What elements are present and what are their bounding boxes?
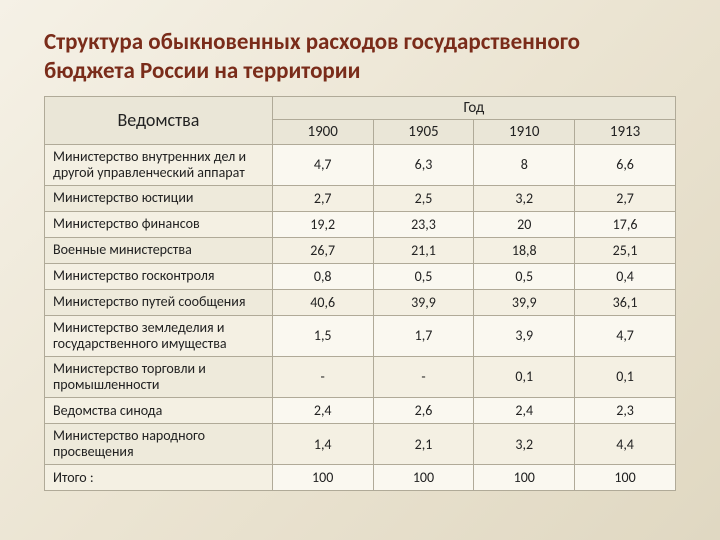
col-header-year: 1905 [373,119,474,144]
value-cell: - [373,356,474,397]
value-cell: 2,1 [373,424,474,465]
budget-table-wrap: Ведомства Год 1900 1905 1910 1913 Минист… [44,96,676,492]
table-row: Министерство юстиции 2,7 2,5 3,2 2,7 [45,185,676,211]
value-cell: 40,6 [272,289,373,315]
table-row: Военные министерства 26,7 21,1 18,8 25,1 [45,237,676,263]
value-cell: 39,9 [373,289,474,315]
value-cell: 3,2 [474,424,575,465]
value-cell: 0,4 [575,263,676,289]
dept-cell: Министерство финансов [45,211,273,237]
table-body: Министерство внутренних дел и другой упр… [45,144,676,491]
table-row: Ведомства синода 2,4 2,6 2,4 2,3 [45,398,676,424]
value-cell: 100 [373,465,474,491]
value-cell: 0,5 [474,263,575,289]
value-cell: 17,6 [575,211,676,237]
value-cell: 4,4 [575,424,676,465]
value-cell: 3,2 [474,185,575,211]
budget-table: Ведомства Год 1900 1905 1910 1913 Минист… [44,96,676,492]
value-cell: 4,7 [272,144,373,185]
value-cell: 2,7 [272,185,373,211]
value-cell: 25,1 [575,237,676,263]
value-cell: 2,5 [373,185,474,211]
value-cell: 2,4 [474,398,575,424]
dept-cell: Министерство торговли и промышленности [45,356,273,397]
value-cell: 19,2 [272,211,373,237]
value-cell: 0,5 [373,263,474,289]
col-header-year-group: Год [272,96,675,119]
value-cell: - [272,356,373,397]
value-cell: 100 [272,465,373,491]
value-cell: 1,5 [272,315,373,356]
table-row: Министерство путей сообщения 40,6 39,9 3… [45,289,676,315]
dept-cell: Итого : [45,465,273,491]
table-row: Министерство народного просвещения 1,4 2… [45,424,676,465]
dept-cell: Министерство внутренних дел и другой упр… [45,144,273,185]
value-cell: 100 [474,465,575,491]
dept-cell: Ведомства синода [45,398,273,424]
value-cell: 39,9 [474,289,575,315]
dept-cell: Министерство госконтроля [45,263,273,289]
value-cell: 0,8 [272,263,373,289]
col-header-year: 1913 [575,119,676,144]
col-header-dept: Ведомства [45,96,273,144]
value-cell: 4,7 [575,315,676,356]
value-cell: 18,8 [474,237,575,263]
table-row: Министерство внутренних дел и другой упр… [45,144,676,185]
dept-cell: Министерство путей сообщения [45,289,273,315]
dept-cell: Министерство народного просвещения [45,424,273,465]
value-cell: 36,1 [575,289,676,315]
value-cell: 3,9 [474,315,575,356]
value-cell: 6,3 [373,144,474,185]
value-cell: 1,4 [272,424,373,465]
table-row: Итого : 100 100 100 100 [45,465,676,491]
dept-cell: Военные министерства [45,237,273,263]
col-header-year: 1900 [272,119,373,144]
table-row: Министерство госконтроля 0,8 0,5 0,5 0,4 [45,263,676,289]
dept-cell: Министерство юстиции [45,185,273,211]
slide: Структура обыкновенных расходов государс… [0,0,720,540]
dept-cell: Министерство земледелия и государственно… [45,315,273,356]
col-header-year: 1910 [474,119,575,144]
value-cell: 2,4 [272,398,373,424]
value-cell: 20 [474,211,575,237]
value-cell: 6,6 [575,144,676,185]
value-cell: 2,3 [575,398,676,424]
value-cell: 23,3 [373,211,474,237]
value-cell: 0,1 [575,356,676,397]
value-cell: 21,1 [373,237,474,263]
slide-title: Структура обыкновенных расходов государс… [44,28,676,86]
value-cell: 100 [575,465,676,491]
value-cell: 2,7 [575,185,676,211]
table-row: Министерство торговли и промышленности -… [45,356,676,397]
value-cell: 0,1 [474,356,575,397]
value-cell: 1,7 [373,315,474,356]
value-cell: 2,6 [373,398,474,424]
table-row: Министерство земледелия и государственно… [45,315,676,356]
value-cell: 8 [474,144,575,185]
value-cell: 26,7 [272,237,373,263]
table-row: Министерство финансов 19,2 23,3 20 17,6 [45,211,676,237]
